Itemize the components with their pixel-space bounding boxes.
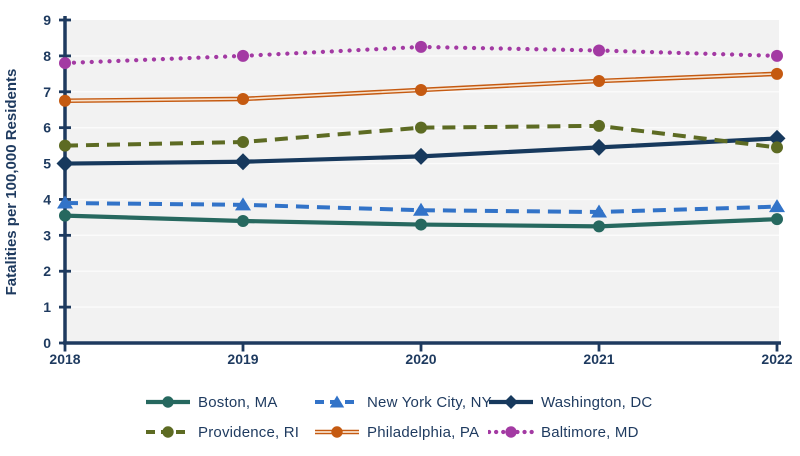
plot-background: [65, 20, 779, 343]
circle-marker: [415, 83, 427, 96]
legend-circle-marker-icon: [162, 396, 174, 408]
circle-marker: [771, 141, 783, 154]
legend-item-baltimore-md: Baltimore, MD: [488, 422, 652, 442]
legend-triangle-marker-icon: [329, 395, 345, 408]
x-tick-label: 2022: [761, 351, 792, 367]
dotted-line-circle-icon: [488, 426, 534, 438]
x-tick-label: 2020: [405, 351, 436, 367]
circle-marker: [593, 220, 605, 233]
circle-marker: [415, 40, 427, 53]
circle-marker: [59, 139, 71, 152]
legend-label: Philadelphia, PA: [367, 423, 480, 441]
diamond-marker: [56, 155, 74, 173]
y-tick-label: 2: [43, 263, 51, 279]
legend-circle-marker-icon: [331, 426, 343, 438]
circle-marker: [771, 49, 783, 62]
x-tick-label: 2021: [583, 351, 614, 367]
axes: [59, 16, 781, 352]
circle-marker: [59, 94, 71, 107]
y-tick-label: 9: [43, 12, 51, 28]
triangle-marker: [235, 197, 251, 211]
circle-marker: [237, 49, 249, 62]
series-boston-ma: [59, 209, 783, 233]
legend-label: Boston, MA: [198, 393, 278, 411]
y-axis-title: Fatalities per 100,000 Residents: [3, 69, 20, 296]
y-tick-label: 1: [43, 299, 51, 315]
circle-marker: [237, 92, 249, 105]
y-tick-label: 7: [43, 84, 51, 100]
legend-item-providence-ri: Providence, RI: [145, 422, 314, 442]
circle-marker: [771, 213, 783, 226]
series-line: [64, 123, 778, 150]
legend-label: Baltimore, MD: [541, 423, 639, 441]
triangle-marker: [57, 195, 73, 209]
legend-circle-marker-icon: [505, 426, 517, 438]
axis-labels: 0 1 2 3 4 5 6 7 8 9 2018 2019 2020 2021 2022 Fatalities…: [3, 12, 793, 367]
double-line-circle-icon: [315, 426, 359, 438]
legend-label: New York City, NY: [367, 393, 492, 411]
circle-marker: [59, 209, 71, 222]
circle-marker: [237, 214, 249, 227]
circle-marker: [593, 119, 605, 132]
circle-marker: [593, 44, 605, 57]
legend-diamond-marker-icon: [504, 395, 518, 409]
diamond-marker: [590, 138, 608, 156]
circle-marker: [771, 67, 783, 80]
triangle-marker: [413, 202, 429, 216]
series-baltimore-md: [59, 40, 783, 70]
diamond-marker: [768, 129, 786, 147]
circle-marker: [59, 57, 71, 70]
dashed-line-circle-icon: [146, 426, 190, 438]
legend-item-washington-dc: Washington, DC: [488, 392, 652, 412]
series-line: [64, 201, 778, 215]
series-new-york-city-ny: [57, 195, 785, 218]
chart-canvas: 0 1 2 3 4 5 6 7 8 9 2018 2019 2020 2021 2022 Fatalities…: [3, 12, 793, 367]
legend-item-philadelphia-pa: Philadelphia, PA: [314, 422, 488, 442]
solid-line-diamond-icon: [489, 395, 533, 409]
chart-legend: Boston, MA New York City, NY Washington, D…: [145, 375, 652, 442]
legend-item-boston-ma: Boston, MA: [145, 392, 314, 412]
y-tick-label: 3: [43, 227, 51, 243]
y-tick-label: 8: [43, 48, 51, 64]
series-providence-ri: [59, 119, 783, 154]
y-tick-label: 4: [43, 191, 51, 207]
x-tick-label: 2019: [227, 351, 258, 367]
triangle-marker: [591, 204, 607, 218]
legend-label: Washington, DC: [541, 393, 653, 411]
legend-circle-marker-icon: [162, 426, 174, 438]
triangle-marker: [769, 199, 785, 213]
dashed-line-triangle-icon: [315, 395, 359, 408]
y-tick-label: 0: [43, 335, 51, 351]
y-tick-label: 5: [43, 156, 51, 172]
circle-marker: [593, 75, 605, 88]
circle-marker: [237, 136, 249, 149]
x-tick-label: 2018: [49, 351, 80, 367]
legend-item-new-york-city-ny: New York City, NY: [314, 392, 492, 412]
diamond-marker: [412, 147, 430, 165]
legend-label: Providence, RI: [198, 423, 300, 441]
solid-line-circle-icon: [146, 396, 190, 408]
y-tick-label: 6: [43, 120, 51, 136]
circle-marker: [415, 218, 427, 231]
line-chart: 0 1 2 3 4 5 6 7 8 9 2018 2019 2020 2021 2022 Fatalities…: [3, 12, 793, 367]
circle-marker: [415, 121, 427, 134]
series-philadelphia-pa: [59, 67, 783, 107]
diamond-marker: [234, 153, 252, 171]
series-washington-dc: [56, 129, 786, 173]
